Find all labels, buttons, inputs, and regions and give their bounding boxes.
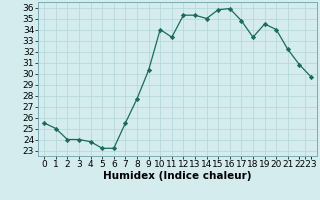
X-axis label: Humidex (Indice chaleur): Humidex (Indice chaleur) <box>103 171 252 181</box>
